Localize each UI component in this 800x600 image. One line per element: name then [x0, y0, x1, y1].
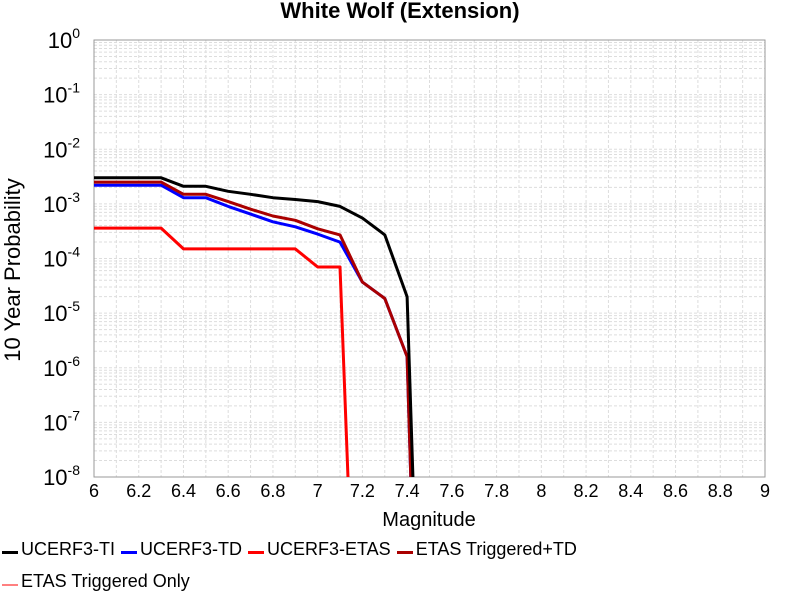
y-tick-label: 100 — [48, 25, 80, 53]
y-tick-label: 10-1 — [43, 80, 80, 108]
y-tick-label: 10-5 — [43, 298, 80, 326]
legend-item: ETAS Triggered Only — [2, 570, 190, 592]
legend-swatch — [2, 551, 18, 555]
x-tick-label: 7.8 — [484, 481, 509, 501]
x-axis-label: Magnitude — [382, 509, 475, 531]
y-tick-label: 10-4 — [43, 244, 80, 272]
legend-label: UCERF3-ETAS — [267, 539, 391, 560]
y-tick-label: 10-8 — [43, 462, 80, 490]
x-tick-label: 6.6 — [216, 481, 241, 501]
chart-title: White Wolf (Extension) — [280, 0, 519, 23]
series-layer — [94, 176, 415, 477]
y-tick-label: 10-7 — [43, 407, 80, 435]
x-tick-label: 8.8 — [708, 481, 733, 501]
legend-swatch — [396, 551, 413, 555]
legend-label: UCERF3-TI — [21, 539, 115, 560]
x-tick-label: 7.2 — [350, 481, 375, 501]
y-axis-label: 10 Year Probability — [0, 178, 25, 361]
legend-item: UCERF3-TI — [2, 538, 115, 560]
plot-border — [93, 39, 766, 478]
series-line-ucerf3-etas — [94, 226, 350, 477]
x-tick-label: 6.8 — [260, 481, 285, 501]
x-tick-label: 6.2 — [126, 481, 151, 501]
legend: UCERF3-TI UCERF3-TD UCERF3-ETAS ETAS Trigge… — [0, 538, 800, 600]
legend-swatch — [248, 551, 264, 555]
x-tick-label: 6 — [89, 481, 99, 501]
x-tick-label: 8 — [536, 481, 546, 501]
series-line-ucerf3-ti — [94, 176, 415, 477]
legend-label: ETAS Triggered Only — [21, 571, 190, 592]
y-tick-label: 10-3 — [43, 189, 80, 217]
x-tick-label: 7 — [313, 481, 323, 501]
x-ticks: 6 6.2 6.4 6.6 6.8 7 7.2 7.4 7.6 7.8 8 8.2 8.4 8.6 8.8 9 — [89, 481, 770, 501]
x-tick-label: 8.4 — [618, 481, 643, 501]
legend-label: ETAS Triggered+TD — [415, 539, 577, 560]
legend-row: UCERF3-TI UCERF3-TD UCERF3-ETAS ETAS Trigge… — [2, 538, 583, 560]
series-line-etas-triggered-td — [94, 180, 413, 477]
x-tick-label: 8.2 — [574, 481, 599, 501]
y-tick-label: 10-2 — [43, 134, 80, 162]
x-tick-label: 6.4 — [171, 481, 196, 501]
y-tick-label: 10-6 — [43, 353, 80, 381]
legend-item: ETAS Triggered+TD — [396, 538, 577, 560]
legend-label: UCERF3-TD — [140, 539, 242, 560]
legend-swatch — [121, 551, 137, 555]
legend-item: UCERF3-ETAS — [248, 538, 391, 560]
legend-swatch — [2, 583, 18, 586]
x-tick-label: 7.4 — [395, 481, 420, 501]
legend-item: UCERF3-TD — [121, 538, 242, 560]
series-line-ucerf3-td — [94, 183, 413, 477]
x-tick-label: 9 — [760, 481, 770, 501]
grid-lines — [93, 40, 766, 478]
x-tick-label: 8.6 — [663, 481, 688, 501]
y-ticks: 100 10-1 10-2 10-3 10-4 10-5 10-6 10-7 10-8 — [43, 25, 80, 490]
x-tick-label: 7.6 — [439, 481, 464, 501]
chart: White Wolf (Extension) 6 6.2 6.4 6.6 6.8 7 7.2… — [0, 0, 770, 531]
legend-row: ETAS Triggered Only — [2, 570, 196, 592]
